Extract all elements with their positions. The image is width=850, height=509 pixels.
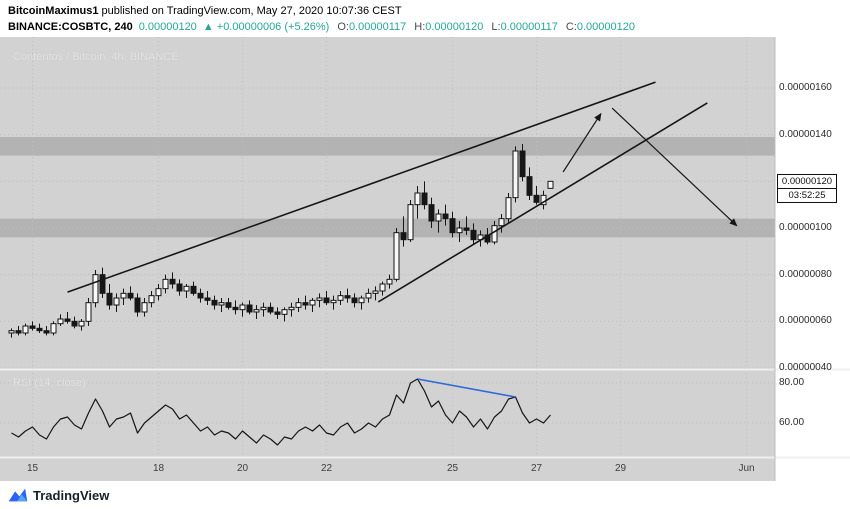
time-tick-label: Jun [738, 463, 755, 474]
publish-text: published on TradingView.com, May 27, 20… [98, 5, 402, 17]
tradingview-brand[interactable]: TradingView [33, 487, 110, 503]
symbol-title: BINANCE:COSBTC, 240 [8, 21, 133, 33]
time-tick-label: 27 [530, 463, 543, 474]
last-price-label: 0.00000120 [777, 174, 837, 189]
low-label: L: [491, 21, 501, 33]
author-name: BitcoinMaximus1 [8, 5, 99, 17]
publish-info: BitcoinMaximus1 published on TradingView… [8, 4, 842, 18]
price-tick-label: 0.00000060 [779, 315, 832, 327]
last-price: 0.00000120 [138, 21, 197, 33]
chart-overlays: Contentos / Bitcoin, 4h, BINANCE RSI (14… [0, 37, 850, 481]
close-value: 0.00000120 [576, 21, 635, 33]
price-tick-label: 0.00000100 [779, 222, 832, 233]
open-value: 0.00000117 [348, 21, 407, 33]
candle-countdown: 03:52:25 [777, 188, 837, 203]
time-tick-label: 15 [26, 463, 39, 474]
price-tick-label: 0.00000140 [779, 128, 832, 140]
footer: TradingView [0, 481, 850, 509]
price-tick-label: 0.00000080 [779, 268, 832, 280]
header: BitcoinMaximus1 published on TradingView… [0, 0, 850, 37]
low-value: 0.00000117 [500, 21, 558, 33]
rsi-legend[interactable]: RSI (14, close) [13, 377, 86, 389]
rsi-tick-label: 80.00 [779, 377, 805, 388]
price-change: +0.00000006 (+5.26%) [216, 21, 330, 33]
price-tick-label: 0.00000160 [779, 82, 832, 93]
time-tick-label: 29 [614, 463, 627, 474]
time-tick-label: 18 [152, 463, 165, 474]
high-label: H: [414, 21, 426, 33]
rsi-tick-label: 60.00 [779, 417, 805, 428]
time-tick-label: 22 [320, 463, 333, 474]
open-label: O: [337, 21, 349, 33]
symbol-info-row: BINANCE:COSBTC, 240 0.00000120 ▲ +0.000000… [8, 20, 842, 34]
chart-area[interactable]: Contentos / Bitcoin, 4h, BINANCE RSI (14… [0, 37, 850, 481]
candlestick-chart[interactable] [0, 37, 850, 481]
up-arrow-icon: ▲ [202, 21, 214, 33]
pane-legend[interactable]: Contentos / Bitcoin, 4h, BINANCE [13, 51, 179, 63]
high-value: 0.00000120 [425, 21, 484, 33]
time-tick-label: 20 [236, 463, 249, 474]
tradingview-logo-icon[interactable] [8, 487, 28, 503]
price-tick-label: 0.00000040 [779, 362, 832, 373]
close-label: C: [565, 21, 577, 33]
time-tick-label: 25 [446, 463, 459, 474]
